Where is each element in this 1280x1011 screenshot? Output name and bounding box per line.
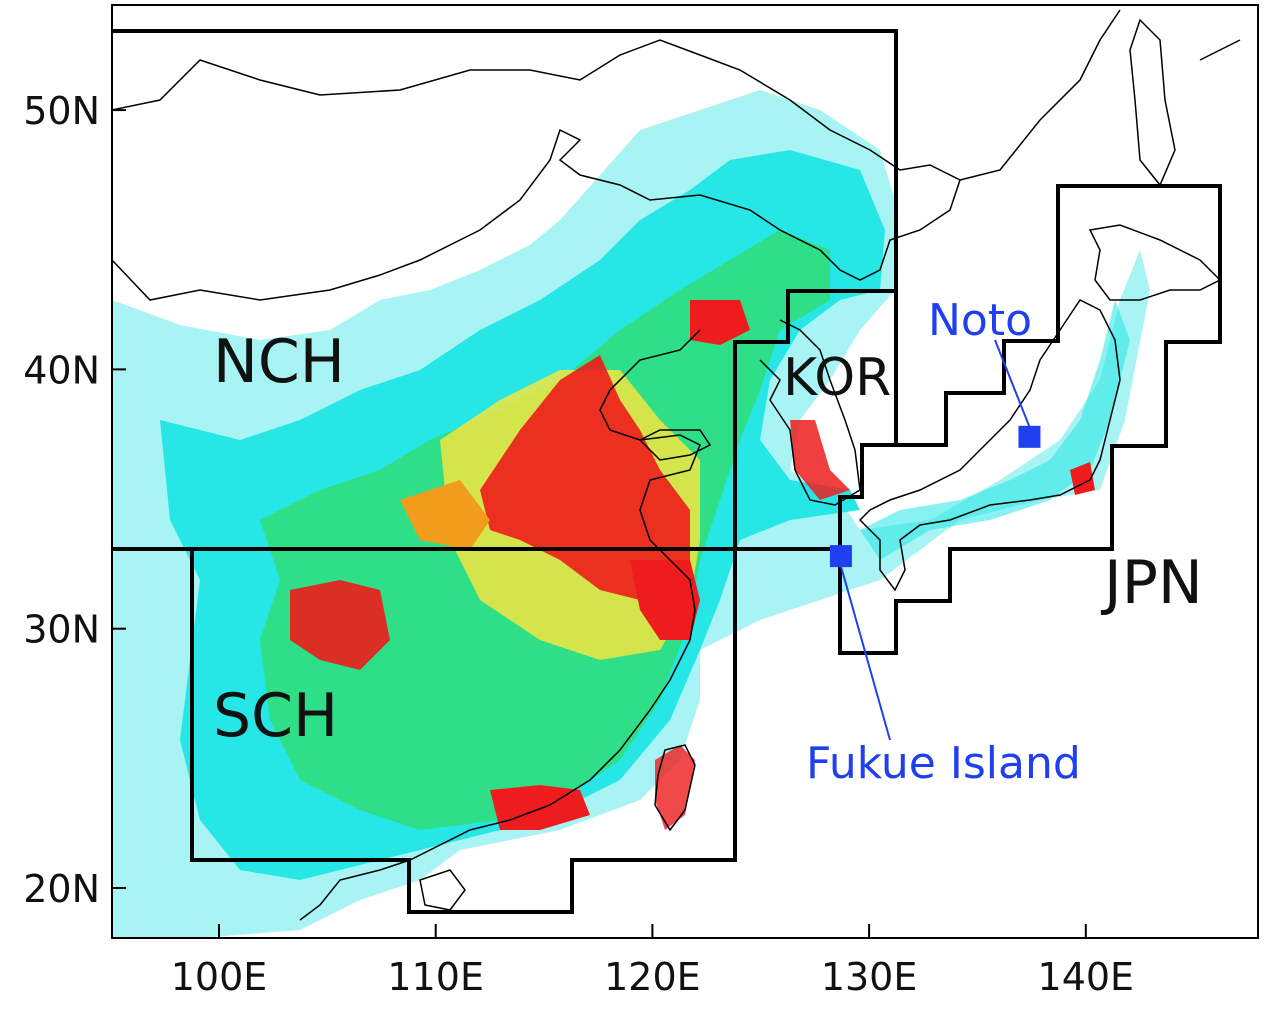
- lat-tick-label-40: 40N: [23, 348, 100, 392]
- region-label-kor: KOR: [783, 348, 891, 408]
- region-boxes: [112, 29, 1222, 914]
- fukue-island-label: Fukue Island: [806, 738, 1081, 789]
- box-jpn: [838, 184, 1222, 655]
- box-nch: [112, 29, 898, 551]
- field-red-korea: [790, 420, 850, 500]
- lat-tick-label-20: 20N: [23, 867, 100, 911]
- lat-tick-label-50: 50N: [23, 89, 100, 133]
- site-markers: Noto Fukue Island: [806, 295, 1081, 789]
- field-red-sichuan: [290, 580, 390, 670]
- field-japan: [860, 300, 1130, 560]
- field-red-ncp: [480, 355, 690, 600]
- region-label-jpn: JPN: [1100, 548, 1203, 618]
- coast-taiwan: [654, 744, 696, 832]
- coast-mongolia-border: [111, 39, 961, 301]
- coast-russia-east: [959, 9, 1241, 181]
- longitude-axis: 100E 110E 120E 130E 140E: [171, 924, 1134, 999]
- coast-shandong: [638, 429, 712, 461]
- field-red-ne: [690, 300, 750, 345]
- latitude-axis: 20N 30N 40N 50N: [23, 89, 126, 911]
- field-orange-ncp-edge: [400, 480, 490, 550]
- lon-tick-label-100: 100E: [171, 955, 268, 999]
- field-red-yrd: [630, 560, 700, 640]
- coast-hainan: [419, 869, 466, 911]
- noto-site-marker: [1018, 425, 1041, 448]
- fukue-leader-line: [839, 565, 891, 741]
- coast-hokkaido: [1088, 224, 1222, 301]
- lon-tick-label-120: 120E: [604, 955, 701, 999]
- lon-tick-label-140: 140E: [1038, 955, 1135, 999]
- box-sch: [112, 547, 737, 914]
- region-labels: NCH SCH KOR JPN: [213, 327, 1203, 751]
- lon-tick-label-110: 110E: [387, 955, 484, 999]
- fukue-site-marker: [829, 545, 852, 568]
- emission-field: [112, 90, 1150, 938]
- noto-leader-line: [994, 339, 1031, 428]
- plot-frame: [111, 4, 1259, 939]
- noto-label: Noto: [928, 295, 1032, 346]
- coast-china-east: [299, 329, 701, 921]
- lon-tick-label-130: 130E: [821, 955, 918, 999]
- region-label-sch: SCH: [213, 681, 338, 751]
- lat-tick-label-30: 30N: [23, 608, 100, 652]
- coast-japan-kyushu: [858, 299, 1121, 592]
- region-label-nch: NCH: [213, 327, 345, 397]
